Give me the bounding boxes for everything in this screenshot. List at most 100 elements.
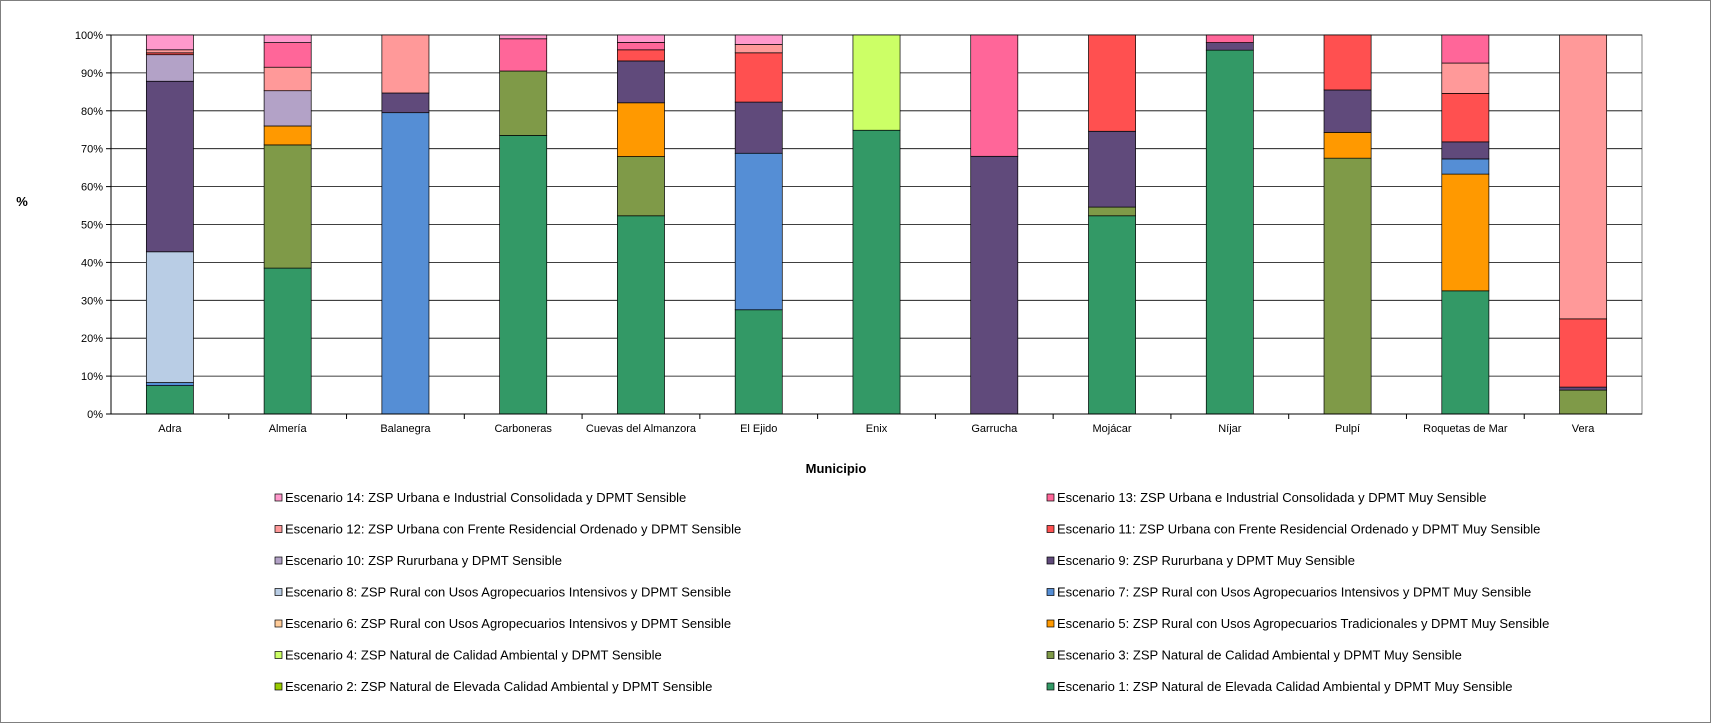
bar-segment <box>617 60 665 104</box>
y-tick-label: 100% <box>75 30 103 42</box>
bar-segment <box>970 155 1019 415</box>
y-tick-label: 50% <box>81 220 103 232</box>
bar-segment <box>263 66 312 92</box>
bar-segment <box>381 112 430 415</box>
bar-segment <box>263 90 312 127</box>
x-tick-label: El Ejido <box>740 423 777 435</box>
x-tick-label: Garrucha <box>971 423 1018 435</box>
bar-segment <box>499 34 548 40</box>
bar-segment <box>617 42 665 51</box>
legend-swatch <box>274 493 283 502</box>
bar-segment <box>617 102 665 157</box>
legend-entry: Escenario 4: ZSP Natural de Calidad Ambi… <box>285 648 662 663</box>
bar-segment <box>1205 34 1254 43</box>
x-tick-label: Roquetas de Mar <box>1423 423 1508 435</box>
bar-segment <box>1205 42 1254 51</box>
bar-segment <box>852 34 901 131</box>
bar-segment <box>145 251 194 383</box>
bar-segment <box>1441 141 1490 160</box>
legend-swatch <box>274 588 283 596</box>
legend-entry: Escenario 9: ZSP Rururbana y DPMT Muy Se… <box>1057 553 1355 568</box>
bar-segment <box>1205 49 1254 415</box>
y-tick-label: 80% <box>81 106 103 118</box>
legend-swatch <box>1046 556 1055 565</box>
legend-entry: Escenario 14: ZSP Urbana e Industrial Co… <box>285 490 686 505</box>
legend-entry: Escenario 6: ZSP Rural con Usos Agropecu… <box>285 616 731 631</box>
bar-segment <box>734 52 783 103</box>
legend-entry: Escenario 1: ZSP Natural de Elevada Cali… <box>1057 679 1512 694</box>
bar-segment <box>970 34 1019 157</box>
y-tick-label: 40% <box>81 257 103 269</box>
bar-segment <box>145 80 194 253</box>
legend-entry: Escenario 12: ZSP Urbana con Frente Resi… <box>285 522 741 537</box>
bar-segment <box>381 92 430 114</box>
bar-segment <box>1088 215 1136 415</box>
bar-segment <box>381 34 430 94</box>
bar-segment <box>617 156 665 217</box>
bar-segment <box>145 385 194 415</box>
x-axis-title: Municipio <box>806 461 867 476</box>
bar-segment <box>1323 132 1372 159</box>
bar-segment <box>1559 386 1608 391</box>
legend-swatch <box>274 651 283 659</box>
bar-segment <box>617 34 665 43</box>
bar-segment <box>1441 158 1490 175</box>
x-tick-label: Adra <box>158 423 182 435</box>
axes: 0% 10% 20% 30% 40% 50% 60% 70% 80% 90% 100% Adra Alm… <box>75 30 1642 435</box>
bar-segment <box>499 38 548 72</box>
legend-entry: Escenario 5: ZSP Rural con Usos Agropecu… <box>1057 616 1549 631</box>
legend: Escenario 14: ZSP Urbana e Industrial Co… <box>274 490 1549 694</box>
x-tick-label: Almería <box>269 423 308 435</box>
bar-segment <box>145 382 194 386</box>
bar-segment <box>263 34 312 43</box>
y-axis-title: % <box>16 194 28 209</box>
legend-entry: Escenario 7: ZSP Rural con Usos Agropecu… <box>1057 585 1531 600</box>
bar-segment <box>1088 130 1136 208</box>
bar-segment <box>499 135 548 415</box>
bar-segment <box>1441 34 1490 64</box>
bar-segment <box>1441 173 1490 292</box>
y-tick-label: 60% <box>81 182 103 194</box>
bar-segment <box>145 54 194 82</box>
y-tick-label: 90% <box>81 68 103 80</box>
x-tick-label: Carboneras <box>494 423 552 435</box>
bar-segment <box>1323 34 1372 91</box>
bar-segment <box>617 49 665 62</box>
bar-segment <box>734 34 783 45</box>
legend-swatch <box>1046 682 1055 691</box>
x-tick-label: Níjar <box>1218 423 1242 435</box>
legend-swatch <box>1046 525 1055 533</box>
bar-segment <box>734 44 783 54</box>
bar-segment <box>145 49 194 54</box>
y-tick-label: 0% <box>87 409 103 421</box>
bar-segment <box>145 34 194 51</box>
legend-entry: Escenario 10: ZSP Rururbana y DPMT Sensi… <box>285 553 562 568</box>
bars <box>145 34 1608 415</box>
legend-swatch <box>274 682 283 691</box>
x-tick-label: Vera <box>1572 423 1596 435</box>
bar-segment <box>1088 34 1136 132</box>
bar-segment <box>1559 389 1608 415</box>
legend-swatch <box>1046 588 1055 596</box>
bar-segment <box>1559 318 1608 388</box>
legend-swatch <box>274 556 283 565</box>
x-tick-label: Mojácar <box>1092 423 1131 435</box>
bar-segment <box>1088 206 1136 217</box>
legend-entry: Escenario 2: ZSP Natural de Elevada Cali… <box>285 679 712 694</box>
legend-entry: Escenario 13: ZSP Urbana e Industrial Co… <box>1057 490 1486 505</box>
bar-segment <box>263 267 312 415</box>
legend-entry: Escenario 8: ZSP Rural con Usos Agropecu… <box>285 585 731 600</box>
bar-segment <box>1441 62 1490 94</box>
legend-entry: Escenario 3: ZSP Natural de Calidad Ambi… <box>1057 648 1462 663</box>
bar-segment <box>1441 93 1490 143</box>
x-tick-label: Enix <box>866 423 888 435</box>
bar-segment <box>1441 290 1490 415</box>
bar-segment <box>1323 157 1372 415</box>
bar-segment <box>1559 34 1608 320</box>
legend-swatch <box>1046 651 1055 659</box>
y-tick-label: 20% <box>81 333 103 345</box>
y-tick-label: 10% <box>81 371 103 383</box>
bar-segment <box>734 309 783 415</box>
y-tick-label: 70% <box>81 144 103 156</box>
x-tick-label: Pulpí <box>1335 423 1360 435</box>
